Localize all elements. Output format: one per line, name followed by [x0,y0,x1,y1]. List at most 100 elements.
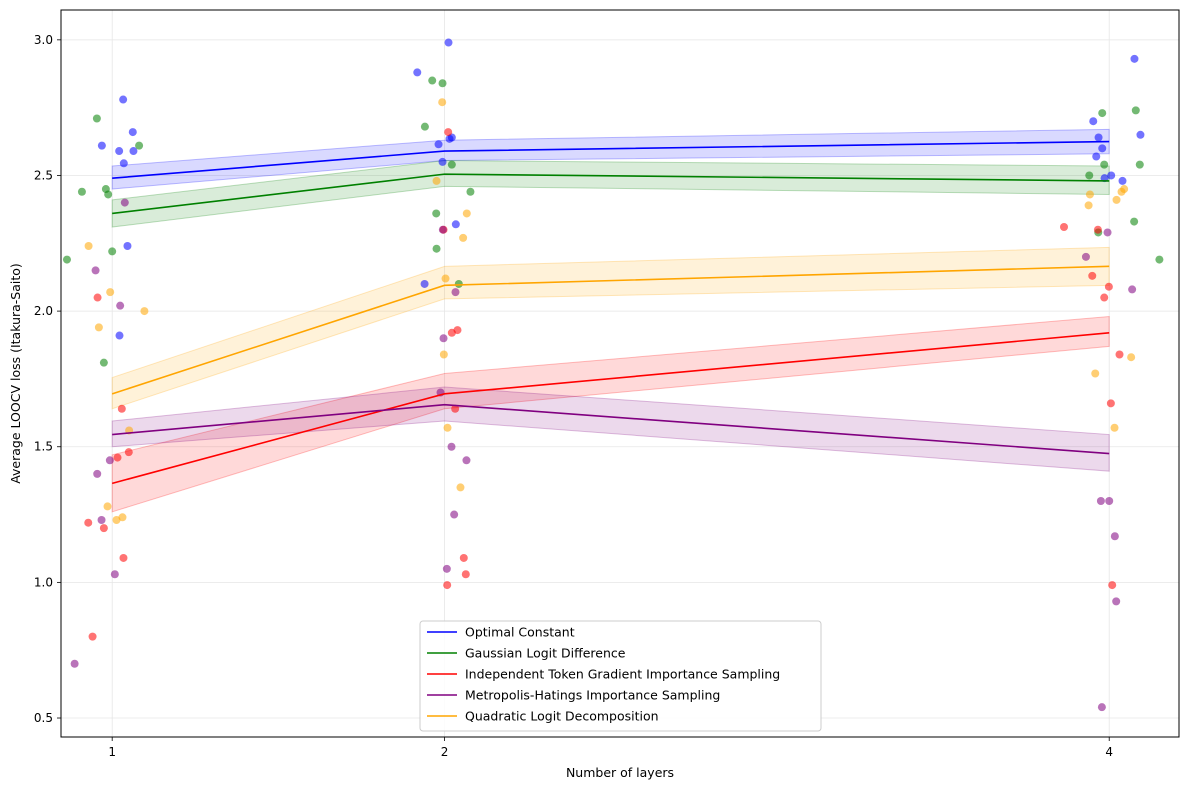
point-gaussian-logit-difference [466,187,475,196]
point-metropolis-hatings-importance-sampling [120,198,129,207]
point-quadratic-logit-decomposition [1127,353,1136,362]
point-metropolis-hatings-importance-sampling [442,564,451,573]
point-gaussian-logit-difference [432,209,441,218]
y-tick-label: 1.5 [34,440,53,454]
point-quadratic-logit-decomposition [118,513,127,522]
point-independent-token-gradient-importance-sampling [88,632,97,641]
point-independent-token-gradient-importance-sampling [1100,293,1109,302]
x-tick-label: 1 [108,745,116,759]
point-quadratic-logit-decomposition [1085,190,1094,199]
point-gaussian-logit-difference [135,141,144,150]
point-optimal-constant [1098,144,1107,153]
point-metropolis-hatings-importance-sampling [439,334,448,343]
point-optimal-constant [434,140,443,149]
point-metropolis-hatings-importance-sampling [438,225,447,234]
point-independent-token-gradient-importance-sampling [84,518,93,527]
point-metropolis-hatings-importance-sampling [1081,252,1090,261]
point-optimal-constant [115,331,124,340]
legend-label: Optimal Constant [465,625,575,640]
x-axis-title: Number of layers [566,765,674,780]
y-tick-label: 0.5 [34,711,53,725]
point-optimal-constant [420,279,429,288]
point-gaussian-logit-difference [104,190,113,199]
point-gaussian-logit-difference [108,247,117,256]
point-quadratic-logit-decomposition [438,98,447,107]
point-gaussian-logit-difference [454,279,463,288]
y-tick-label: 2.0 [34,304,53,318]
point-optimal-constant [1130,54,1139,63]
point-gaussian-logit-difference [1131,106,1140,115]
y-tick-label: 2.5 [34,168,53,182]
point-metropolis-hatings-importance-sampling [1097,703,1106,712]
point-optimal-constant [123,242,132,251]
point-optimal-constant [1136,130,1145,139]
x-tick-label: 4 [1105,745,1113,759]
point-gaussian-logit-difference [428,76,437,85]
point-optimal-constant [97,141,106,150]
point-metropolis-hatings-importance-sampling [93,469,102,478]
point-optimal-constant [438,157,447,166]
point-gaussian-logit-difference [438,79,447,88]
point-independent-token-gradient-importance-sampling [119,553,128,562]
point-metropolis-hatings-importance-sampling [97,515,106,524]
point-metropolis-hatings-importance-sampling [110,570,119,579]
plot-area-frame [60,9,1180,738]
point-independent-token-gradient-importance-sampling [124,448,133,457]
point-gaussian-logit-difference [1135,160,1144,169]
point-gaussian-logit-difference [1085,171,1094,180]
point-quadratic-logit-decomposition [1120,185,1129,194]
point-quadratic-logit-decomposition [459,233,468,242]
line-gaussian-logit-difference [112,173,1110,215]
point-gaussian-logit-difference [62,255,71,264]
legend-label: Independent Token Gradient Importance Sa… [465,667,780,682]
y-axis-ticks: 0.5 1.0 1.5 2.0 2.5 3.0 [34,33,61,725]
point-quadratic-logit-decomposition [140,307,149,316]
point-gaussian-logit-difference [77,187,86,196]
point-gaussian-logit-difference [447,160,456,169]
point-optimal-constant [129,147,138,156]
point-independent-token-gradient-importance-sampling [1115,350,1124,359]
point-independent-token-gradient-importance-sampling [1088,271,1097,280]
legend-label: Metropolis-Hatings Importance Sampling [465,688,720,703]
point-metropolis-hatings-importance-sampling [1128,285,1137,294]
point-metropolis-hatings-importance-sampling [116,301,125,310]
point-independent-token-gradient-importance-sampling [1093,225,1102,234]
point-metropolis-hatings-importance-sampling [105,456,114,465]
point-optimal-constant [1107,171,1116,180]
point-quadratic-logit-decomposition [94,323,103,332]
point-independent-token-gradient-importance-sampling [1106,399,1115,408]
point-quadratic-logit-decomposition [1091,369,1100,378]
point-quadratic-logit-decomposition [1110,423,1119,432]
point-metropolis-hatings-importance-sampling [462,456,471,465]
point-gaussian-logit-difference [1155,255,1164,264]
legend: Optimal Constant Gaussian Logit Differenc… [419,620,822,732]
legend-box [419,620,822,732]
scatter-points [62,38,1164,712]
point-metropolis-hatings-importance-sampling [450,510,459,519]
y-axis-title: Average LOOCV loss (Itakura-Saito) [8,263,23,484]
point-gaussian-logit-difference [99,358,108,367]
x-axis-ticks: 1 2 4 [108,737,1113,759]
point-independent-token-gradient-importance-sampling [93,293,102,302]
point-quadratic-logit-decomposition [106,288,115,297]
point-independent-token-gradient-importance-sampling [443,581,452,590]
point-independent-token-gradient-importance-sampling [1104,282,1113,291]
point-optimal-constant [1092,152,1101,161]
confidence-bands [111,128,1110,513]
point-metropolis-hatings-importance-sampling [1112,597,1121,606]
point-metropolis-hatings-importance-sampling [1105,496,1114,505]
point-independent-token-gradient-importance-sampling [113,453,122,462]
point-quadratic-logit-decomposition [456,483,465,492]
point-quadratic-logit-decomposition [432,176,441,185]
band-independent-token-gradient-importance-sampling [111,315,1110,513]
point-metropolis-hatings-importance-sampling [91,266,100,275]
band-optimal-constant [111,128,1110,190]
line-quadratic-logit-decomposition [111,265,1110,395]
point-optimal-constant [413,68,422,77]
point-optimal-constant [1089,117,1098,126]
point-optimal-constant [1118,176,1127,185]
point-quadratic-logit-decomposition [84,242,93,251]
point-independent-token-gradient-importance-sampling [99,524,108,533]
point-independent-token-gradient-importance-sampling [1060,223,1069,232]
line-optimal-constant [112,140,1110,179]
